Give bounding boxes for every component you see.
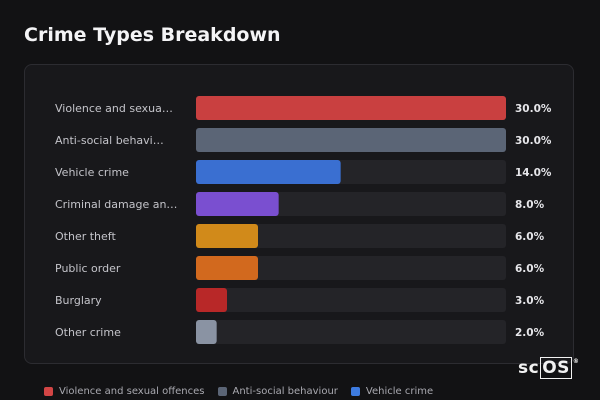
value-label: 2.0% [515,327,545,339]
bar-track [196,320,506,344]
value-label: 8.0% [515,199,545,211]
chart-legend: Violence and sexual offences Anti-social … [44,386,446,397]
bar-track [196,256,506,280]
bar-chart: Violence and sexua… 30.0%Anti-social beha… [55,96,552,344]
category-label: Violence and sexua… [55,102,173,115]
value-label: 30.0% [515,103,552,115]
category-label: Other crime [55,326,121,339]
logo-boxed: OS [540,357,572,379]
legend-item[interactable]: Violence and sexual offences [44,386,205,397]
category-label: Public order [55,262,121,275]
value-label: 6.0% [515,263,545,275]
bar-track [196,288,506,312]
bar[interactable] [196,160,341,184]
category-label: Criminal damage an… [55,198,177,211]
category-label: Vehicle crime [55,166,129,179]
legend-label: Vehicle crime [365,386,434,397]
logo-prefix: sc [518,358,540,378]
logo-mark: ® [572,358,580,365]
value-label: 14.0% [515,167,552,179]
legend-item[interactable]: Anti-social behaviour [217,386,338,397]
bar-row: Criminal damage an… 8.0% [55,192,545,216]
bar-track [196,224,506,248]
category-label: Other theft [55,230,116,243]
legend-swatch [350,387,360,396]
bar-row: Burglary 3.0% [55,288,545,312]
bar[interactable] [196,256,258,280]
legend-item[interactable]: Vehicle crime [350,386,434,397]
bar[interactable] [196,288,227,312]
bar[interactable] [196,128,506,152]
bar-row: Vehicle crime 14.0% [55,160,552,184]
legend-label: Anti-social behaviour [232,386,338,397]
bar[interactable] [196,96,506,120]
value-label: 30.0% [515,135,552,147]
bar-row: Violence and sexua… 30.0% [55,96,552,120]
legend-swatch [44,387,53,396]
bar[interactable] [196,320,217,344]
bar-row: Other theft 6.0% [55,224,545,248]
value-label: 3.0% [515,295,545,307]
bar-row: Other crime 2.0% [55,320,545,344]
category-label: Anti-social behavi… [55,134,164,147]
category-label: Burglary [55,294,102,307]
scos-logo: sc OS ® [518,357,580,379]
page-title: Crime Types Breakdown [24,24,281,46]
bar-row: Public order 6.0% [55,256,545,280]
legend-label: Violence and sexual offences [59,386,205,397]
bar[interactable] [196,192,279,216]
value-label: 6.0% [515,231,545,243]
bar[interactable] [196,224,258,248]
bar-row: Anti-social behavi… 30.0% [55,128,552,152]
chart-panel: Violence and sexua… 30.0% Anti-social beha… [24,64,574,364]
legend-swatch [217,387,227,396]
